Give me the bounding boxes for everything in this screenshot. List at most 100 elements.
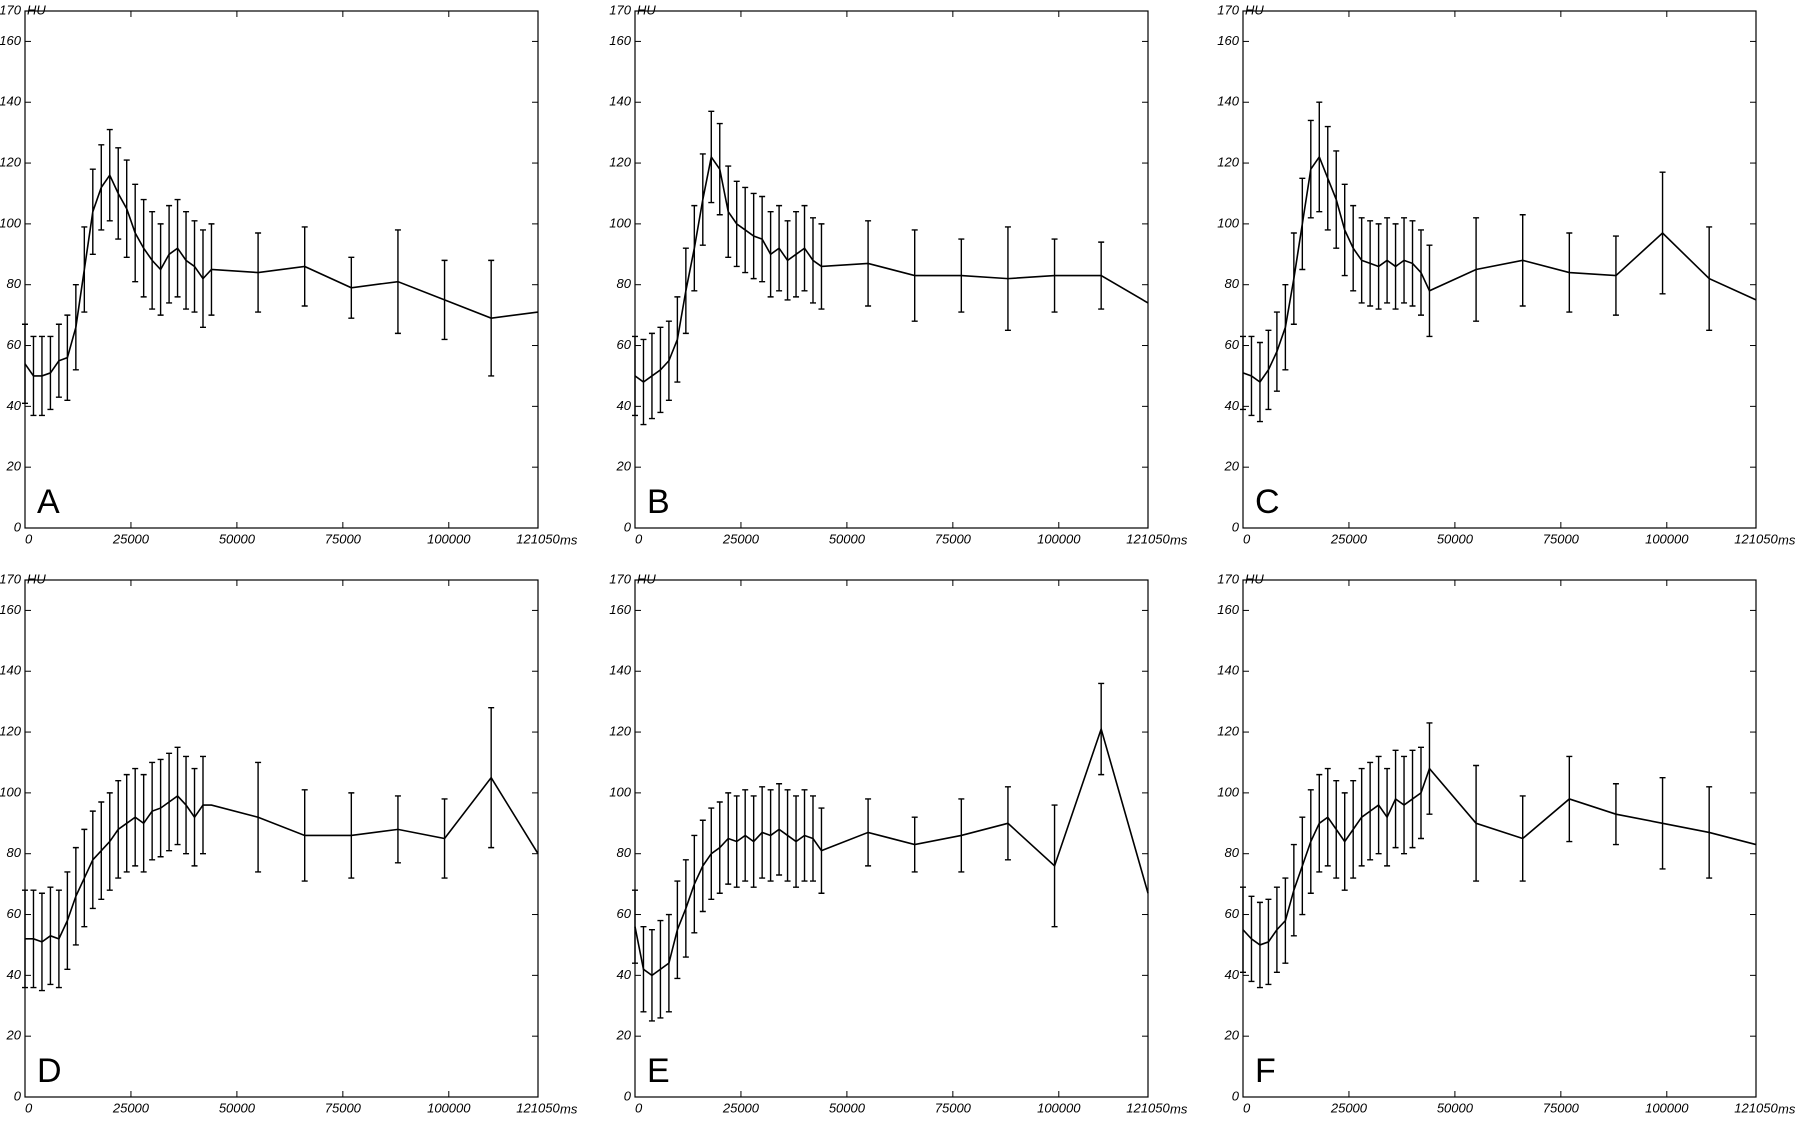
y-tick-label: 40 [7, 398, 22, 413]
error-bar [1401, 217, 1408, 304]
y-tick-label: 140 [1217, 94, 1239, 109]
error-bar [199, 755, 206, 855]
panel-letter: B [647, 483, 670, 521]
error-bar [1282, 877, 1289, 964]
y-tick-label: 0 [1232, 1088, 1240, 1103]
error-bar [174, 198, 181, 298]
error-bar [1098, 682, 1105, 776]
error-bar [733, 180, 740, 268]
error-bar [1098, 241, 1105, 310]
error-bar [1473, 764, 1480, 882]
error-bar [1375, 223, 1382, 310]
error-bar [64, 871, 71, 970]
y-tick-label: 20 [1224, 1028, 1240, 1043]
error-bar [1358, 767, 1365, 867]
error-bar [1248, 895, 1255, 983]
y-tick-label: 160 [1217, 33, 1239, 48]
error-bar [742, 186, 749, 274]
error-bar [1417, 746, 1424, 840]
error-bar [157, 223, 164, 316]
error-bar [759, 786, 766, 879]
error-bar [958, 238, 965, 313]
error-bar [1333, 150, 1340, 249]
x-tick-label: 50000 [829, 1100, 866, 1115]
error-bar [1659, 171, 1666, 295]
x-tick-label: 0 [635, 531, 643, 546]
y-tick-label: 60 [1225, 906, 1240, 921]
plot-frame [24, 579, 539, 1098]
plot-frame [634, 10, 1149, 529]
error-bar [1316, 101, 1323, 213]
error-bar [106, 128, 113, 222]
error-bar [166, 752, 173, 852]
error-bar [1265, 898, 1272, 986]
error-bar [123, 773, 130, 873]
y-tick-label: 170 [0, 2, 22, 17]
error-bar [1706, 786, 1713, 879]
error-bar [98, 801, 105, 901]
error-bar [1612, 235, 1619, 316]
error-bar [742, 789, 749, 882]
error-bar [1051, 804, 1058, 928]
error-bar [865, 220, 872, 307]
error-bar [784, 220, 791, 301]
error-bar [699, 819, 706, 913]
error-bar [348, 792, 355, 879]
error-bar [394, 229, 401, 335]
error-bar [1367, 761, 1374, 861]
error-bar [140, 198, 147, 298]
error-bar [441, 259, 448, 341]
error-bar [72, 284, 79, 371]
y-tick-label: 0 [14, 1088, 22, 1103]
x-tick-label: 75000 [1543, 531, 1580, 546]
error-bar [1265, 329, 1272, 411]
x-tick-label: 25000 [112, 1100, 150, 1115]
y-tick-label: 80 [617, 845, 632, 860]
x-tick-label: 121050 [1734, 1100, 1778, 1115]
error-bar [1273, 886, 1280, 974]
x-unit: ms [560, 532, 578, 547]
error-bar [708, 807, 715, 901]
error-bar [115, 147, 122, 240]
x-tick-label: 75000 [325, 1100, 362, 1115]
x-tick-label: 75000 [325, 531, 362, 546]
y-tick-label: 170 [609, 2, 631, 17]
error-bar [132, 183, 139, 283]
error-bar [640, 925, 647, 1013]
error-bar [64, 314, 71, 401]
error-bar [1256, 341, 1263, 423]
y-tick-label: 20 [6, 459, 22, 474]
error-bar [1307, 789, 1314, 894]
x-tick-label: 25000 [1330, 531, 1368, 546]
error-bar [1612, 783, 1619, 846]
x-tick-label: 100000 [1037, 531, 1081, 546]
y-tick-label: 120 [0, 154, 22, 169]
error-bar [1659, 776, 1666, 870]
y-tick-label: 40 [1225, 398, 1240, 413]
y-tick-label: 0 [624, 519, 632, 534]
y-tick-label: 100 [1217, 215, 1239, 230]
error-bar [911, 816, 918, 873]
error-bar [1384, 767, 1391, 867]
error-bar [1566, 755, 1573, 843]
error-bar [801, 204, 808, 292]
error-bar [1417, 229, 1424, 316]
error-bar [22, 323, 28, 405]
error-bar [394, 795, 401, 864]
panel-letter: A [37, 483, 60, 521]
y-tick-label: 20 [6, 1028, 22, 1043]
error-bar [640, 338, 647, 426]
error-bar [183, 211, 190, 310]
x-unit: ms [1778, 1101, 1796, 1116]
error-bar [809, 217, 816, 304]
x-tick-label: 121050 [516, 531, 560, 546]
error-bar [1384, 217, 1391, 304]
error-bar [1358, 217, 1365, 304]
error-bar [809, 795, 816, 882]
error-bar [648, 332, 655, 420]
y-tick-label: 120 [1217, 723, 1239, 738]
x-tick-label: 0 [635, 1100, 643, 1115]
y-tick-label: 0 [14, 519, 22, 534]
error-bar [199, 229, 206, 328]
